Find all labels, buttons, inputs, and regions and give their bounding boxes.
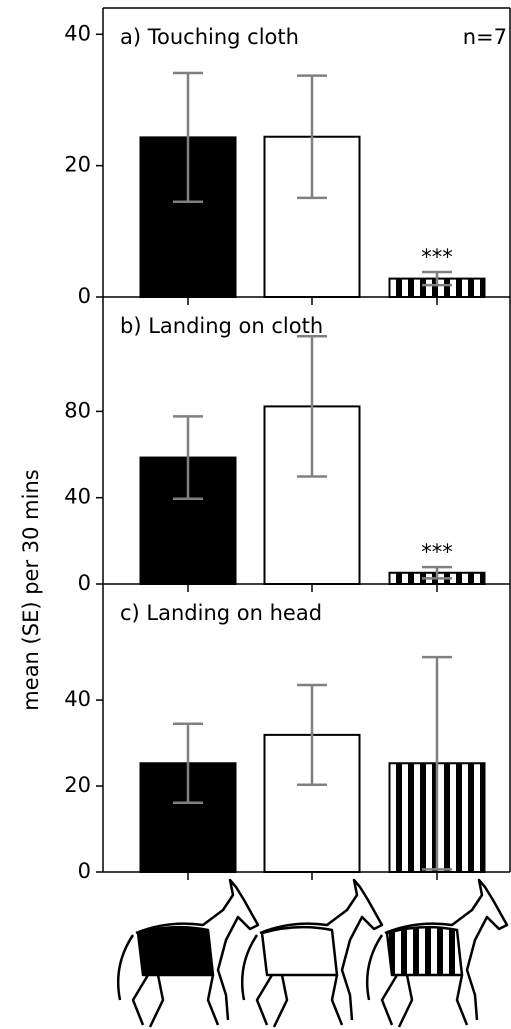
y-axis-label: mean (SE) per 30 mins xyxy=(19,469,43,710)
error-bar xyxy=(422,655,452,871)
y-tick-label: 40 xyxy=(64,687,91,711)
error-bar xyxy=(173,415,203,501)
significance-label: *** xyxy=(421,540,453,564)
panel-title: c) Landing on head xyxy=(120,601,322,625)
horse-striped-blanket xyxy=(365,878,509,1028)
error-bar xyxy=(422,565,452,580)
y-tick-label: 20 xyxy=(64,153,91,177)
sample-size-note: n=7 xyxy=(463,25,507,49)
panel-title: a) Touching cloth xyxy=(120,25,299,49)
y-tick-label: 0 xyxy=(78,284,91,308)
horse-black-blanket xyxy=(116,878,260,1028)
error-bar xyxy=(297,683,327,786)
y-tick-label: 40 xyxy=(64,21,91,45)
horse-white-blanket xyxy=(240,878,384,1028)
y-tick-label: 20 xyxy=(64,773,91,797)
error-bar xyxy=(173,71,203,204)
horse-icons xyxy=(116,878,509,1028)
error-bar xyxy=(173,722,203,805)
y-tick-label: 0 xyxy=(78,859,91,883)
y-tick-label: 0 xyxy=(78,571,91,595)
significance-label: *** xyxy=(421,245,453,269)
y-tick-label: 40 xyxy=(64,485,91,509)
error-bar xyxy=(297,335,327,478)
error-bar xyxy=(297,74,327,200)
error-bar xyxy=(422,270,452,287)
panel-title: b) Landing on cloth xyxy=(120,314,323,338)
y-tick-label: 80 xyxy=(64,398,91,422)
